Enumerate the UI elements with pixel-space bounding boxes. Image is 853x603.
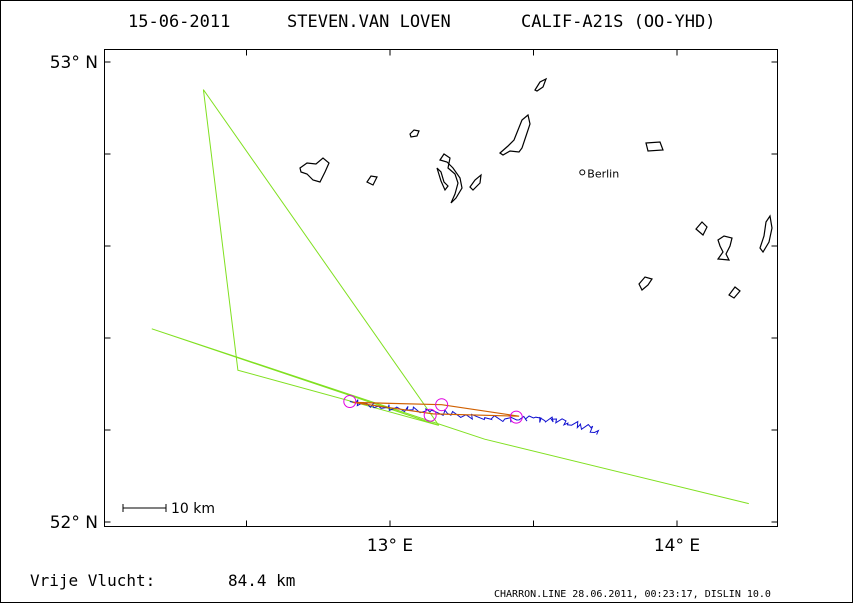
x-tick-label: 14° E: [654, 536, 700, 556]
lake: [439, 153, 463, 204]
places-layer: Berlin: [579, 167, 619, 180]
lake: [409, 129, 420, 138]
lake: [436, 167, 449, 192]
scale-bar: 10 km: [122, 501, 215, 517]
frame-ticks: [104, 49, 778, 527]
y-tick-label: 52° N: [50, 513, 98, 533]
lake: [499, 113, 531, 156]
plot-frame: [104, 49, 778, 527]
flight-track-layer: [349, 399, 600, 435]
lake: [469, 173, 482, 191]
x-tick-label: 13° E: [367, 536, 413, 556]
turnpoint-circle: [343, 394, 357, 408]
lake: [716, 235, 733, 261]
lakes: [299, 77, 773, 299]
lake: [695, 221, 708, 236]
header-date: 15-06-2011: [128, 12, 230, 32]
task-route-line: [151, 89, 749, 505]
header-glider: CALIF-A21S (OO-YHD): [521, 12, 715, 32]
distance-label: Vrije Vlucht:: [30, 571, 155, 590]
scored-triangle-line: [352, 401, 520, 417]
lake: [645, 141, 664, 152]
axis-labels: 13° E 14° E 52° N 53° N: [50, 53, 700, 556]
lake: [299, 157, 330, 183]
lake: [728, 286, 741, 299]
turnpoint-circle: [435, 398, 449, 412]
task-route-layer: [151, 89, 749, 505]
turnpoint-circle: [423, 408, 437, 422]
lake: [759, 214, 773, 254]
place-label: Berlin: [587, 167, 619, 180]
lake: [638, 276, 653, 291]
y-tick-label: 53° N: [50, 53, 98, 73]
distance-value: 84.4 km: [228, 571, 295, 590]
lake: [534, 77, 548, 92]
header-pilot: STEVEN.VAN LOVEN: [287, 12, 451, 32]
scored-triangle-layer: [352, 401, 520, 417]
scale-bar-label: 10 km: [171, 501, 215, 517]
turnpoint-circle: [509, 410, 523, 424]
flight-track-line: [349, 399, 600, 435]
turnpoints-layer: [343, 394, 523, 424]
place-marker: [579, 169, 586, 176]
credit-line: CHARRON.LINE 28.06.2011, 00:23:17, DISLI…: [494, 589, 771, 600]
lake: [366, 175, 378, 186]
